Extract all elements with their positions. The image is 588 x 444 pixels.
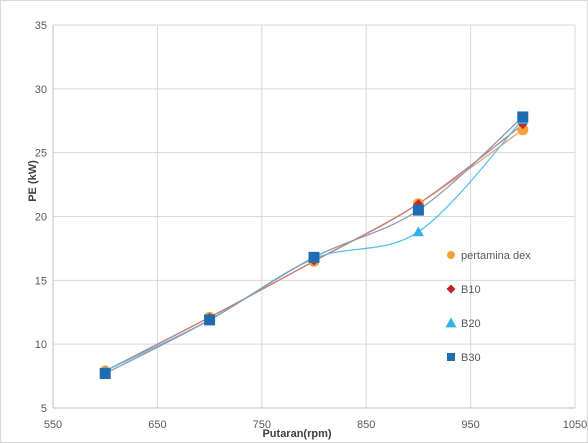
y-tick-label: 15 <box>35 275 47 287</box>
series-line-1 <box>104 124 524 372</box>
data-point <box>517 111 529 123</box>
gridlines <box>52 24 576 409</box>
data-points <box>99 111 529 380</box>
axes: 5 10 15 20 25 30 35 550 650 750 850 950 1050 <box>35 20 587 431</box>
y-axis-title: PE (kW) <box>27 160 39 202</box>
x-axis-title: Putaran(rpm) <box>262 428 331 440</box>
x-tick-label: 650 <box>148 419 166 431</box>
y-tick-label: 35 <box>35 20 47 32</box>
data-point <box>99 368 111 380</box>
legend-label: B30 <box>461 352 481 364</box>
x-tick-label: 750 <box>253 419 271 431</box>
legend-marker <box>446 284 456 294</box>
data-point <box>412 204 424 216</box>
legend-label: B20 <box>461 318 481 330</box>
trend-lines <box>104 116 524 375</box>
x-tick-label: 850 <box>357 419 375 431</box>
y-tick-label: 30 <box>35 84 47 96</box>
y-tick-label: 20 <box>35 212 47 224</box>
y-tick-label: 25 <box>35 148 47 160</box>
x-tick-label: 550 <box>44 419 62 431</box>
x-tick-label: 950 <box>461 419 479 431</box>
data-point <box>517 124 529 136</box>
data-point <box>204 314 216 326</box>
legend-marker <box>445 317 457 328</box>
legend-label: B10 <box>461 284 481 296</box>
legend-marker <box>447 251 455 259</box>
legend: pertamina dex B10 B20 B30 <box>445 250 531 364</box>
y-tick-label: 5 <box>41 403 47 415</box>
data-point <box>308 251 320 263</box>
data-point <box>412 226 424 237</box>
legend-label: pertamina dex <box>461 250 531 262</box>
y-tick-label: 10 <box>35 339 47 351</box>
series-line-2 <box>104 119 524 372</box>
x-tick-label: 1050 <box>563 419 587 431</box>
legend-marker <box>447 353 455 361</box>
series-line-3 <box>104 116 524 375</box>
